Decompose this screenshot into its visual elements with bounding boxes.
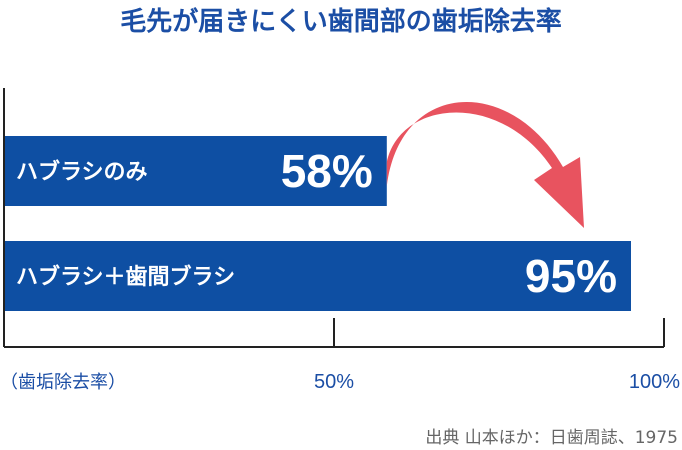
x-axis-title: （歯垢除去率） xyxy=(0,372,126,393)
bars: ハブラシのみ 58% ハブラシ＋歯間ブラシ 95% xyxy=(4,101,631,311)
bar-label-2: ハブラシ＋歯間ブラシ xyxy=(16,264,235,290)
x-tick-label-100: 100% xyxy=(629,371,680,393)
x-tick-label-50: 50% xyxy=(314,371,354,393)
data-label-2: 95% xyxy=(525,250,617,302)
source-note: 出典 山本ほか：日歯周誌、1975 xyxy=(425,428,678,448)
data-label-1: 58% xyxy=(281,145,373,197)
bar-2 xyxy=(4,241,631,311)
bar-1 xyxy=(4,136,387,206)
arrow-annotation xyxy=(386,101,584,228)
chart-title: 毛先が届きにくい歯間部の歯垢除去率 xyxy=(120,6,561,37)
x-axis: 50% 100% xyxy=(3,88,680,393)
bar-label-1: ハブラシのみ xyxy=(16,159,148,185)
